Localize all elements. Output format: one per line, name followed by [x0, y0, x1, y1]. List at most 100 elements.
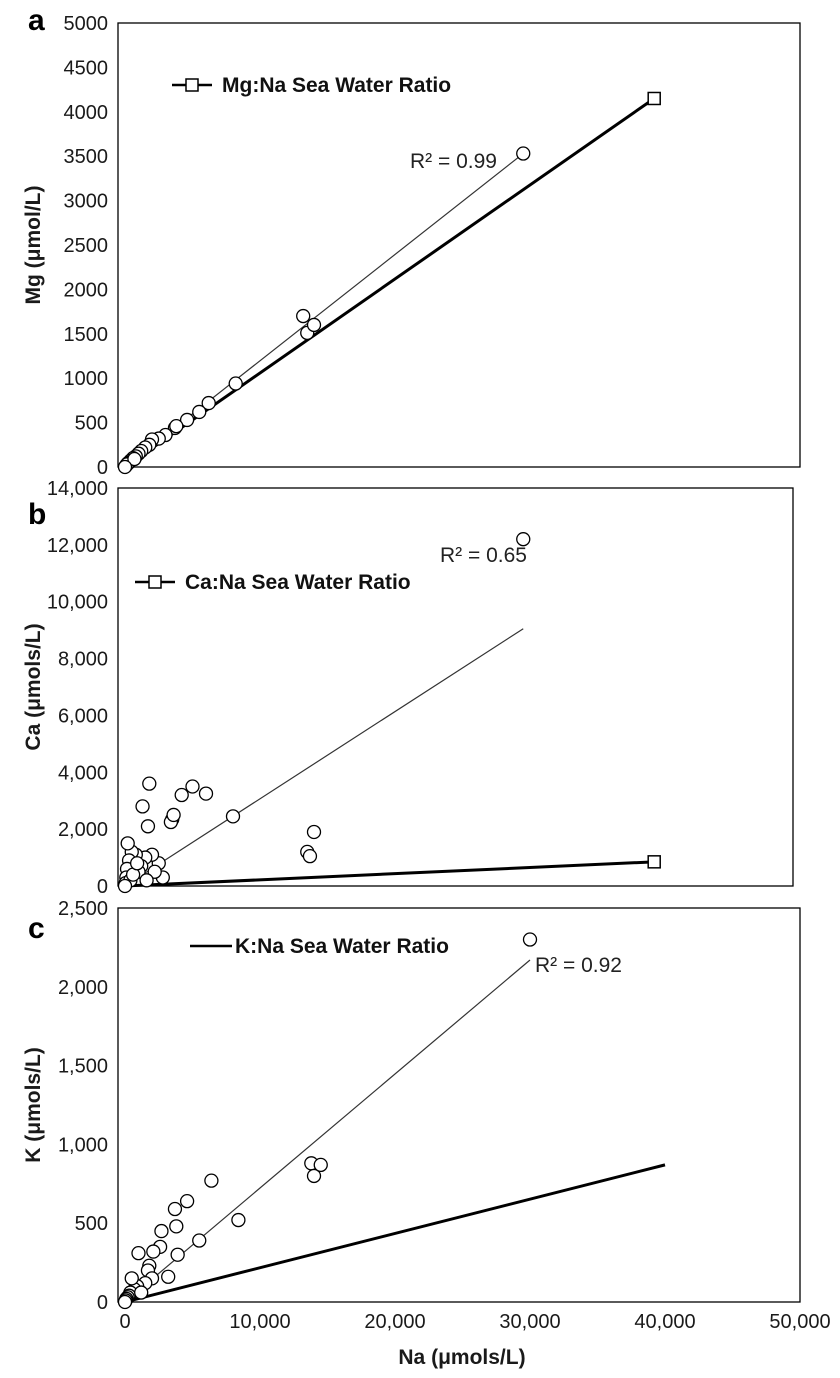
data-point — [117, 878, 133, 894]
data-point — [306, 824, 322, 840]
data-point — [134, 1285, 149, 1300]
data-point — [228, 376, 243, 391]
data-point — [198, 786, 214, 801]
data-point — [522, 932, 538, 947]
legend-label: Mg:Na Sea Water Ratio — [222, 74, 451, 97]
x-tick-label: 50,000 — [769, 1311, 830, 1333]
y-tick-label: 500 — [75, 413, 108, 435]
data-point — [166, 807, 181, 823]
y-tick-label: 6,000 — [58, 705, 108, 727]
data-point — [147, 864, 162, 879]
y-tick-label: 0 — [97, 876, 108, 898]
data-point — [167, 1201, 183, 1217]
data-point — [231, 1212, 246, 1228]
data-point — [154, 1223, 169, 1239]
x-tick-label: 30,000 — [499, 1311, 560, 1333]
data-point — [516, 146, 531, 161]
sea-water-ratio-line — [124, 1163, 666, 1304]
x-axis-label: Na (μmols/L) — [398, 1346, 525, 1369]
y-tick-label: 1,000 — [58, 1134, 108, 1156]
data-point — [179, 1193, 195, 1209]
chart-panel-b: b 0 2,000 4,000 6,000 8,000 10,000 12,000 14,000… — [22, 478, 794, 898]
y-tick-label: 2000 — [64, 279, 109, 301]
y-tick-label: 4,000 — [58, 762, 108, 784]
data-point — [179, 412, 195, 428]
y-tick-label: 3500 — [64, 146, 109, 168]
sea-water-ratio-marker — [647, 855, 661, 869]
data-point — [161, 1269, 176, 1284]
data-point — [140, 819, 156, 834]
legend-label: Ca:Na Sea Water Ratio — [185, 571, 411, 594]
data-point — [174, 787, 189, 803]
sea-water-ratio-line — [124, 860, 655, 888]
data-point — [204, 1173, 219, 1188]
y-tick-label: 0 — [97, 457, 108, 479]
y-tick-label: 1000 — [64, 368, 109, 390]
data-point — [131, 1245, 146, 1261]
data-point — [117, 459, 133, 475]
data-point — [306, 317, 322, 333]
r-squared-label: R² = 0.99 — [410, 150, 497, 173]
y-tick-label: 1500 — [64, 324, 109, 346]
data-point — [201, 395, 216, 411]
y-axis-label: Ca (μmols/L) — [22, 623, 45, 750]
y-tick-label: 2,000 — [58, 977, 108, 999]
y-tick-label: 1,500 — [58, 1056, 108, 1078]
plot-frame — [117, 22, 801, 468]
y-tick-label: 2,500 — [58, 898, 108, 920]
y-tick-label: 4000 — [64, 102, 109, 124]
data-point — [516, 532, 531, 547]
legend-label: K:Na Sea Water Ratio — [235, 935, 449, 958]
plot-frame — [117, 487, 794, 887]
y-tick-label: 500 — [75, 1213, 108, 1235]
x-tick-label: 20,000 — [364, 1311, 425, 1333]
data-point — [185, 779, 200, 794]
data-point — [117, 1294, 133, 1310]
panel-label: a — [28, 4, 45, 37]
data-point — [169, 1219, 184, 1234]
data-point — [225, 809, 241, 824]
y-tick-label: 3000 — [64, 191, 109, 213]
plot-frame — [117, 907, 801, 1303]
data-point — [127, 451, 142, 467]
y-tick-label: 14,000 — [47, 478, 108, 500]
panel-label: c — [28, 912, 45, 945]
trendline — [124, 628, 524, 887]
x-tick-label: 40,000 — [634, 1311, 695, 1333]
data-point — [124, 1271, 139, 1286]
y-tick-label: 0 — [97, 1292, 108, 1314]
trendline — [124, 959, 531, 1303]
data-point — [296, 308, 311, 324]
chart-panel-c: c 0 500 1,000 1,500 2,000 2,500 K (μmols/L) 0 10,… — [22, 898, 831, 1369]
y-tick-label: 2,000 — [58, 819, 108, 841]
data-point — [313, 1157, 328, 1173]
y-tick-label: 2500 — [64, 235, 109, 257]
y-axis-label: K (μmols/L) — [22, 1047, 45, 1163]
data-point — [120, 836, 135, 851]
y-tick-label: 4500 — [64, 57, 109, 79]
data-point — [192, 404, 207, 420]
data-point — [170, 1247, 185, 1262]
data-point — [142, 776, 157, 791]
data-point — [169, 419, 184, 434]
data-point — [129, 856, 145, 871]
y-tick-label: 5000 — [64, 13, 109, 35]
y-tick-label: 10,000 — [47, 592, 108, 614]
r-squared-label: R² = 0.65 — [440, 544, 527, 567]
legend-marker — [148, 575, 162, 589]
x-tick-label: 10,000 — [229, 1311, 290, 1333]
r-squared-label: R² = 0.92 — [535, 954, 622, 977]
panel-label: b — [28, 498, 46, 531]
x-tick-label: 0 — [119, 1311, 130, 1333]
data-point — [139, 873, 154, 888]
y-axis-label: Mg (μmol/L) — [22, 186, 45, 305]
y-tick-label: 8,000 — [58, 649, 108, 671]
data-point — [135, 799, 150, 814]
data-point — [306, 1168, 322, 1184]
data-point — [192, 1233, 207, 1248]
sea-water-ratio-marker — [647, 91, 661, 106]
data-point — [146, 1244, 161, 1259]
y-tick-label: 12,000 — [47, 535, 108, 557]
chart-panel-a: a 0 500 1000 1500 2000 2500 3000 3500 4000 4500 500… — [22, 4, 801, 479]
